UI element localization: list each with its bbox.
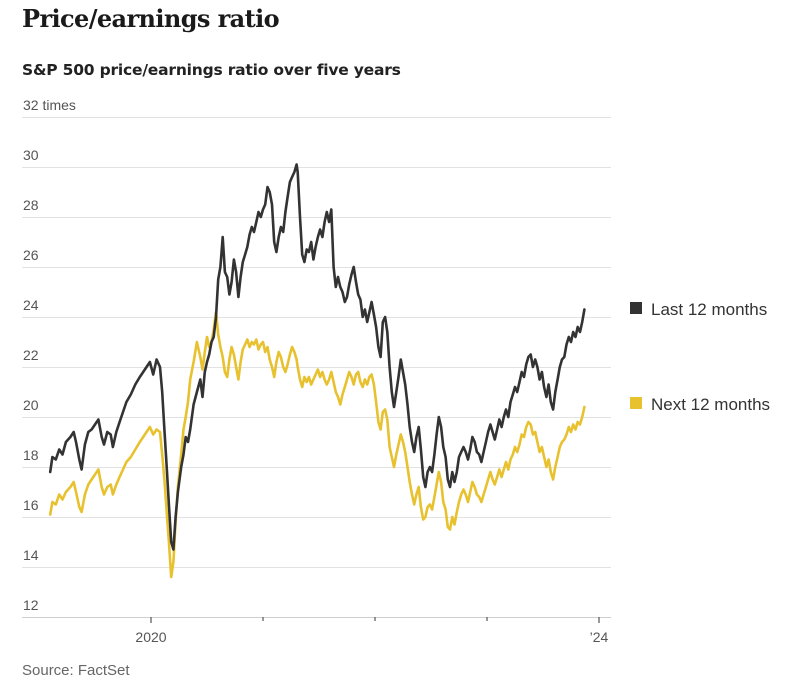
- legend-swatch: [630, 302, 642, 314]
- legend-swatch: [630, 397, 642, 409]
- legend-label: Last 12 months: [651, 300, 767, 319]
- y-tick-label: 12: [23, 597, 39, 613]
- legend: Last 12 months Next 12 months: [630, 300, 770, 414]
- x-tick-label: ’24: [590, 629, 609, 645]
- y-tick-label: 24: [23, 297, 39, 313]
- y-tick-label: 30: [23, 147, 39, 163]
- y-tick-label: 18: [23, 447, 39, 463]
- y-tick-label: 26: [23, 247, 39, 263]
- series-line-next-12-months: [48, 310, 586, 579]
- gridlines: [22, 117, 611, 618]
- y-tick-label: 28: [23, 197, 39, 213]
- x-axis: 2020 ’24: [135, 617, 609, 645]
- y-tick-label: 20: [23, 397, 39, 413]
- chart-subtitle: S&P 500 price/earnings ratio over five y…: [22, 61, 401, 79]
- y-tick-label: 14: [23, 547, 39, 563]
- legend-label: Next 12 months: [651, 395, 770, 414]
- x-tick-label: 2020: [135, 629, 166, 645]
- y-tick-label: 16: [23, 497, 39, 513]
- y-tick-label: 32 times: [23, 97, 76, 113]
- chart-title: Price/earnings ratio: [22, 4, 280, 33]
- series-lines: [48, 163, 586, 579]
- y-axis-ticks: 12 14 16 18 20 22 24 26 28 30 32 times: [23, 97, 76, 613]
- source-note: Source: FactSet: [22, 662, 130, 679]
- series-line-last-12-months: [48, 163, 586, 551]
- y-tick-label: 22: [23, 347, 39, 363]
